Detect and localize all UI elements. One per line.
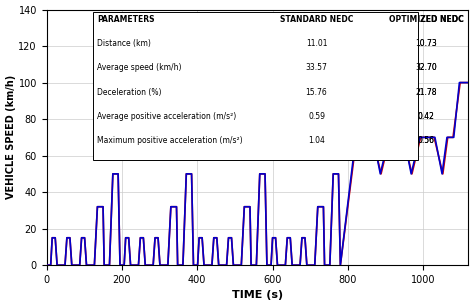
Text: 15.76: 15.76 xyxy=(306,88,328,96)
Text: 11.01: 11.01 xyxy=(306,39,328,48)
Text: OPTIMIZED NEDC: OPTIMIZED NEDC xyxy=(389,15,464,24)
Text: 1.04: 1.04 xyxy=(308,136,325,145)
Y-axis label: VEHICLE SPEED (km/h): VEHICLE SPEED (km/h) xyxy=(6,75,16,200)
Text: 21.78: 21.78 xyxy=(416,88,437,96)
Text: Maximum positive acceleration (m/s²): Maximum positive acceleration (m/s²) xyxy=(97,136,243,145)
Text: 10.73: 10.73 xyxy=(415,39,437,48)
Text: 10.73: 10.73 xyxy=(415,39,437,48)
Text: 33.57: 33.57 xyxy=(306,63,328,72)
Text: Deceleration (%): Deceleration (%) xyxy=(97,88,162,96)
Text: 32.70: 32.70 xyxy=(415,63,437,72)
Text: Average positive acceleration (m/s²): Average positive acceleration (m/s²) xyxy=(97,112,237,121)
Text: PARAMETERS: PARAMETERS xyxy=(97,15,155,24)
Text: 0.56: 0.56 xyxy=(418,136,435,145)
Text: PARAMETERS: PARAMETERS xyxy=(97,15,155,24)
FancyBboxPatch shape xyxy=(93,12,418,160)
Text: 11.01: 11.01 xyxy=(306,39,328,48)
Text: 0.42: 0.42 xyxy=(418,112,435,121)
Text: 0.42: 0.42 xyxy=(418,112,435,121)
Text: STANDARD NEDC: STANDARD NEDC xyxy=(280,15,353,24)
Text: Distance (km): Distance (km) xyxy=(97,39,151,48)
Text: Maximum positive acceleration (m/s²): Maximum positive acceleration (m/s²) xyxy=(97,136,243,145)
Text: 0.59: 0.59 xyxy=(308,112,325,121)
Text: 21.78: 21.78 xyxy=(416,88,437,96)
Text: Distance (km): Distance (km) xyxy=(97,39,151,48)
Text: Deceleration (%): Deceleration (%) xyxy=(97,88,162,96)
Text: 33.57: 33.57 xyxy=(306,63,328,72)
Text: 32.70: 32.70 xyxy=(415,63,437,72)
Text: 0.56: 0.56 xyxy=(418,136,435,145)
Text: 1.04: 1.04 xyxy=(308,136,325,145)
Text: Average speed (km/h): Average speed (km/h) xyxy=(97,63,182,72)
Text: 15.76: 15.76 xyxy=(306,88,328,96)
Text: OPTIMIZED NEDC: OPTIMIZED NEDC xyxy=(389,15,464,24)
Text: 0.59: 0.59 xyxy=(308,112,325,121)
Text: Average positive acceleration (m/s²): Average positive acceleration (m/s²) xyxy=(97,112,237,121)
Text: STANDARD NEDC: STANDARD NEDC xyxy=(280,15,353,24)
Text: Average speed (km/h): Average speed (km/h) xyxy=(97,63,182,72)
X-axis label: TIME (s): TIME (s) xyxy=(232,290,283,300)
